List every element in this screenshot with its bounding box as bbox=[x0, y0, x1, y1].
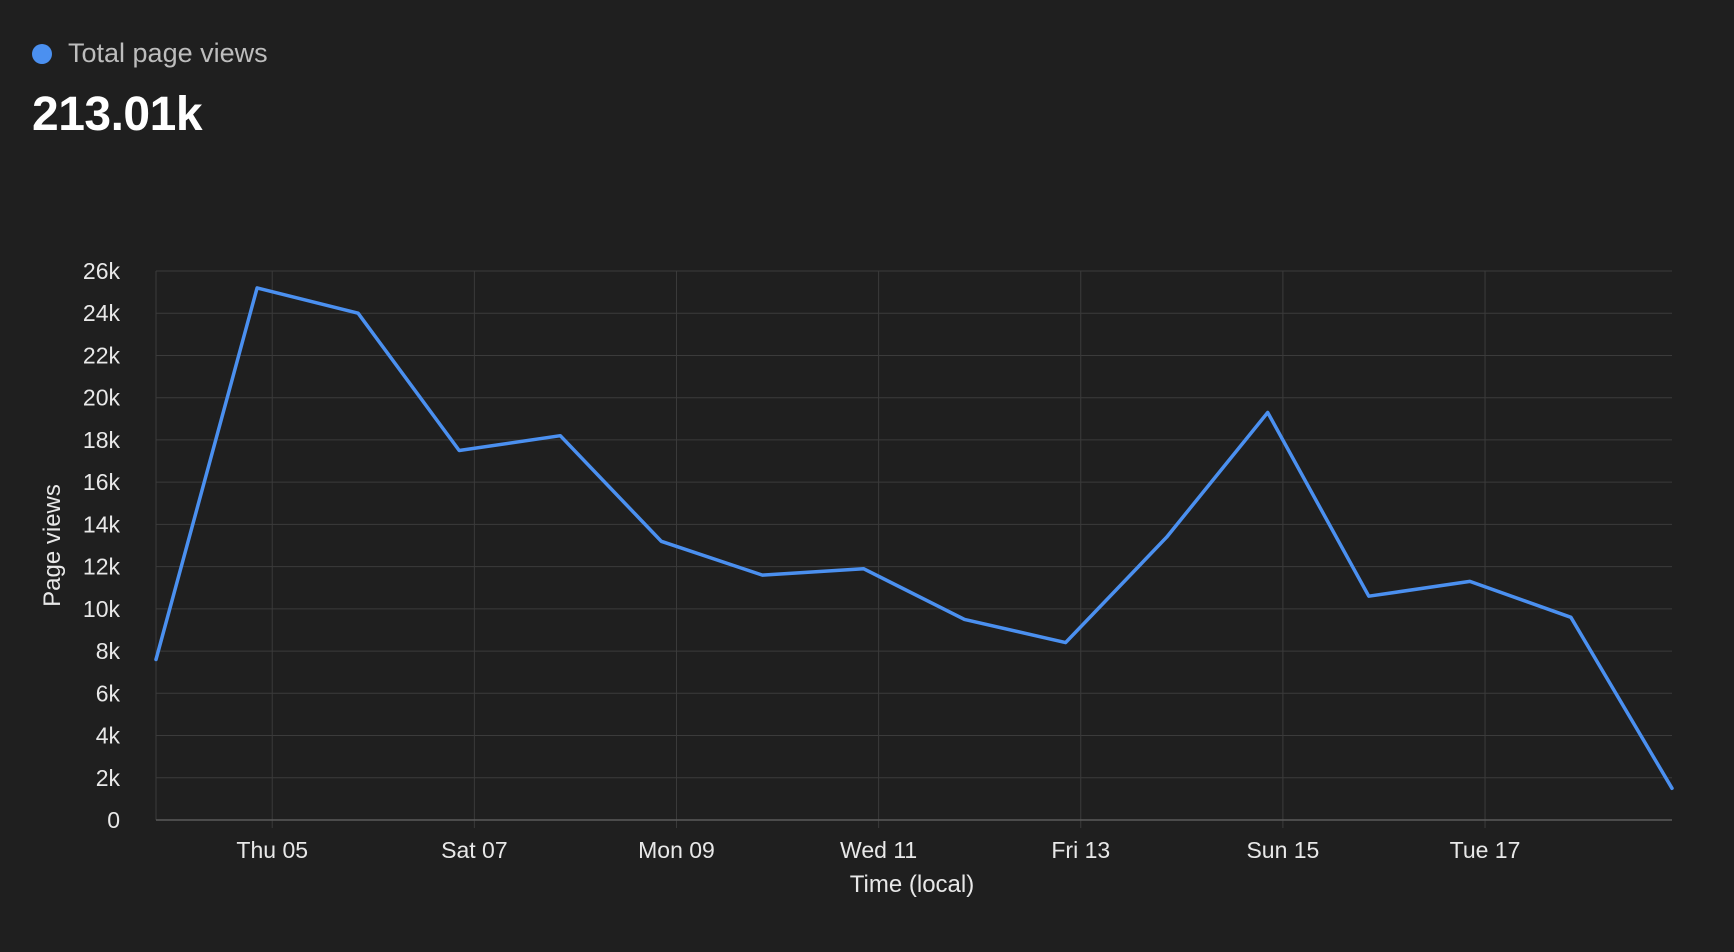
grid bbox=[155, 270, 1672, 828]
data-point[interactable] bbox=[453, 444, 465, 456]
legend-item[interactable]: Total page views bbox=[32, 38, 268, 69]
data-point[interactable] bbox=[756, 569, 768, 581]
data-point[interactable] bbox=[1565, 611, 1577, 623]
y-tick-label: 20k bbox=[83, 385, 121, 411]
y-tick-label: 4k bbox=[96, 723, 121, 749]
y-tick-label: 2k bbox=[96, 765, 121, 791]
x-tick-label: Sun 15 bbox=[1246, 837, 1319, 863]
y-tick-label: 12k bbox=[83, 554, 121, 580]
y-tick-label: 6k bbox=[96, 680, 121, 706]
x-tick-label: Mon 09 bbox=[638, 837, 715, 863]
data-point[interactable] bbox=[1464, 575, 1476, 587]
x-axis-ticks: Thu 05 Sat 07 Mon 09 Wed 11 Fri 13 Sun 15 Tue … bbox=[236, 837, 1520, 863]
data-point[interactable] bbox=[655, 535, 667, 547]
x-tick-label: Tue 17 bbox=[1450, 837, 1521, 863]
y-tick-label: 0 bbox=[107, 807, 120, 833]
data-point[interactable] bbox=[554, 430, 566, 442]
y-tick-label: 10k bbox=[83, 596, 121, 622]
data-point[interactable] bbox=[1161, 531, 1173, 543]
series-line[interactable] bbox=[154, 286, 1674, 791]
legend-label: Total page views bbox=[68, 38, 268, 68]
x-axis-title: Time (local) bbox=[850, 871, 974, 898]
chart-header: Total page views 213.01k bbox=[32, 38, 268, 142]
data-point[interactable] bbox=[1060, 637, 1072, 649]
data-point[interactable] bbox=[857, 563, 869, 575]
series-color-dot bbox=[32, 43, 52, 64]
data-point[interactable] bbox=[1363, 590, 1375, 602]
y-tick-label: 14k bbox=[83, 511, 121, 537]
y-tick-label: 8k bbox=[96, 638, 121, 664]
y-axis-ticks: 0 2k 4k 6k 8k 10k 12k 14k 16k 18k 20k 22k 24k 26k bbox=[83, 258, 121, 833]
data-point[interactable] bbox=[150, 654, 162, 666]
data-point[interactable] bbox=[251, 282, 263, 294]
data-point[interactable] bbox=[352, 307, 364, 319]
y-tick-label: 24k bbox=[83, 300, 121, 326]
x-tick-label: Wed 11 bbox=[840, 837, 917, 863]
y-tick-label: 18k bbox=[83, 427, 121, 453]
y-tick-label: 22k bbox=[83, 342, 121, 368]
total-value: 213.01k bbox=[32, 88, 203, 141]
x-tick-label: Sat 07 bbox=[441, 837, 508, 863]
y-axis-title: Page views bbox=[39, 484, 66, 607]
data-points bbox=[150, 282, 1678, 794]
y-tick-label: 16k bbox=[83, 469, 121, 495]
x-tick-label: Fri 13 bbox=[1051, 837, 1110, 863]
data-point[interactable] bbox=[1262, 406, 1274, 418]
data-point[interactable] bbox=[1666, 782, 1678, 794]
data-point[interactable] bbox=[959, 613, 971, 625]
y-tick-label: 26k bbox=[83, 258, 121, 284]
x-tick-label: Thu 05 bbox=[236, 837, 308, 863]
